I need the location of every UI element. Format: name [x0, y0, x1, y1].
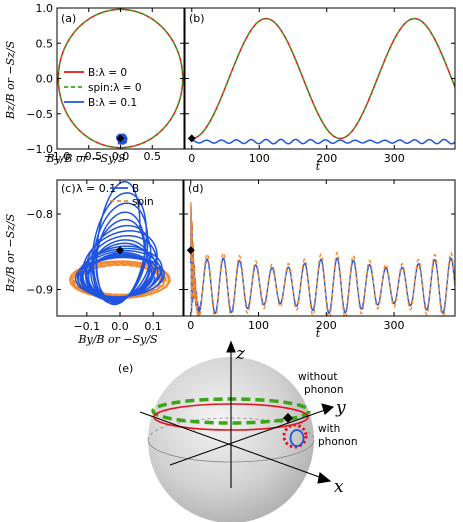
panel-e: (e) z y x without phonon with phonon: [118, 340, 357, 522]
panel-e-label: (e): [118, 362, 133, 375]
y-tick-label: −0.8: [26, 208, 53, 221]
series-spin: [69, 260, 171, 300]
spin-precession-loop: [282, 423, 308, 449]
x-axis-label: t: [316, 160, 321, 173]
legend-label: B:λ = 0.1: [88, 97, 137, 109]
y-tick-label: −0.9: [26, 284, 53, 297]
z-axis-arrow-icon: [226, 340, 236, 353]
initial-state-marker: [186, 246, 195, 255]
with-phonon-label: with: [318, 423, 340, 435]
z-axis-label: z: [235, 344, 246, 364]
series-b: [74, 180, 165, 306]
initial-state-diamond: [283, 413, 293, 423]
series-0: [191, 17, 455, 140]
x-tick-label: −0.1: [73, 320, 100, 333]
x-tick-label: 0.5: [144, 150, 162, 163]
with-phonon-label: phonon: [318, 436, 357, 448]
panel-d-frame: [183, 179, 456, 317]
x-tick-label: 300: [384, 319, 405, 332]
x-axis-label: By/B or −Sy/S: [77, 333, 158, 346]
series-1: [190, 202, 455, 316]
x-axis: [139, 411, 323, 479]
panel-c-legend: B spin: [110, 183, 154, 208]
x-tick-label: 0.1: [144, 320, 162, 333]
panel-b-frame: [184, 7, 456, 150]
x-tick-label: −0.5: [75, 150, 102, 163]
y-axis: [169, 409, 326, 466]
field-precession-loop: [289, 429, 305, 447]
legend-label: B:λ = 0: [88, 67, 127, 79]
panel-d: 0 100 200 300 (d) t: [183, 179, 456, 340]
x-tick-label: 0: [188, 152, 195, 165]
x-tick-label: 0.0: [112, 150, 130, 163]
initial-state-marker: [187, 134, 196, 143]
panel-b: 0 100 200 300 (b) t: [184, 7, 456, 173]
y-axis-label: Bz/B or −Sz/S: [4, 40, 17, 120]
panel-a-legend: B:λ = 0 spin:λ = 0 B:λ = 0.1: [64, 67, 142, 109]
panel-a-label: (a): [61, 12, 76, 25]
x-axis-label: By/B or −Sy/S: [45, 152, 126, 165]
legend-label: spin:λ = 0: [88, 82, 142, 94]
panel-c-label: (c): [61, 182, 76, 195]
y-axis-label: y: [335, 398, 346, 418]
y-axis-arrow-icon: [321, 403, 335, 415]
legend-label: B: [132, 183, 139, 195]
y-tick-label: 1.0: [36, 2, 54, 15]
x-tick-label: 100: [248, 319, 269, 332]
sphere-equator-back: [147, 417, 315, 441]
y-tick-label: 0.5: [36, 37, 54, 50]
panel-a: −1.0 −0.5 0.0 0.5 1.0 0.5 0.0 −0.5 −1.0 (a) B:λ …: [4, 2, 185, 165]
x-tick-label: 100: [249, 152, 270, 165]
y-tick-label: −1.0: [26, 143, 53, 156]
initial-state-marker: [116, 246, 124, 255]
x-tick-label: −1.0: [44, 150, 71, 163]
x-axis-arrow-icon: [317, 472, 332, 484]
y-tick-label: −0.5: [26, 108, 53, 121]
x-axis-label: x: [334, 477, 344, 497]
y-axis-label: Bz/B or −Sz/S: [4, 213, 17, 293]
panel-c-annotation: λ = 0.1: [76, 182, 116, 195]
x-axis-label: t: [316, 327, 321, 340]
series-1: [191, 17, 455, 140]
x-tick-label: 0.0: [111, 320, 129, 333]
y-tick-label: 0.0: [36, 73, 54, 86]
legend-label: spin: [132, 196, 154, 208]
x-tick-label: 300: [384, 152, 405, 165]
without-phonon-label: without: [298, 371, 337, 383]
panel-b-label: (b): [189, 12, 205, 25]
sphere-axes: [139, 340, 335, 488]
without-phonon-label: phonon: [304, 384, 343, 396]
x-tick-label: 200: [316, 319, 337, 332]
x-tick-label: 200: [316, 152, 337, 165]
panel-d-label: (d): [188, 182, 204, 195]
initial-state-marker: [116, 134, 125, 143]
series-2: [191, 138, 455, 145]
panel-c: −0.1 0.0 0.1 −0.8 −0.9 (c) λ = 0.1 B spin By…: [4, 179, 184, 346]
x-tick-label: 0: [187, 319, 194, 332]
